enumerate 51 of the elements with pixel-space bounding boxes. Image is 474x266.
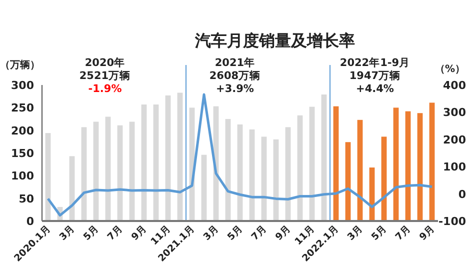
text: 2020年	[84, 56, 126, 69]
x-tick-label: 3月	[58, 223, 78, 243]
bar	[141, 104, 147, 221]
bar	[429, 102, 435, 221]
bar	[165, 95, 171, 221]
y2-tick-label: 400	[443, 79, 466, 92]
annotation: +3.9%	[216, 83, 254, 95]
x-tick-label: 7月	[106, 223, 126, 243]
bar	[177, 92, 183, 221]
bar	[129, 122, 135, 221]
text: 2608万辆	[209, 69, 261, 82]
text: 1947万辆	[349, 69, 401, 82]
x-tick-label: 5月	[226, 223, 246, 243]
y-tick-label: 200	[11, 124, 34, 138]
annotation: +4.4%	[356, 83, 394, 95]
bar	[201, 154, 207, 221]
bar	[309, 106, 315, 221]
annotation: -1.9%	[88, 83, 122, 95]
y2-tick-label: 0	[458, 188, 466, 201]
y-tick-label: 0	[26, 215, 34, 228]
y-tick-label: 250	[11, 102, 34, 115]
text: 2521万辆	[79, 69, 131, 82]
bar	[333, 106, 339, 221]
y2-axis-title: （%）	[434, 64, 466, 75]
bar	[93, 122, 99, 221]
x-tick-label: 9月	[418, 223, 438, 243]
bar	[417, 113, 423, 221]
y-tick-label: 50	[18, 192, 34, 206]
x-tick-label: 7月	[250, 223, 270, 243]
text: 2022年1-9月	[340, 56, 410, 69]
text: 2021年	[214, 56, 256, 69]
y-tick-label: 100	[11, 170, 34, 183]
bar	[321, 94, 327, 221]
bar	[153, 104, 159, 221]
x-tick-label: 7月	[394, 223, 414, 243]
x-tick-label: 5月	[370, 223, 390, 243]
y-tick-label: 150	[11, 147, 34, 160]
x-tick-label: 9月	[130, 223, 150, 243]
y2-tick-label: 300	[443, 106, 466, 120]
y-axis-title: （万辆）	[0, 59, 40, 71]
bar	[105, 116, 111, 221]
x-tick-label: 9月	[274, 223, 294, 243]
y2-tick-label: 200	[443, 133, 466, 146]
x-tick-label: 3月	[346, 223, 366, 243]
x-tick-label: 3月	[202, 223, 222, 243]
y-tick-label: 300	[11, 79, 34, 92]
x-tick-label: 5月	[82, 223, 102, 243]
y2-tick-label: -100	[438, 215, 466, 228]
chart-title: 汽车月度销量及增长率	[194, 31, 355, 50]
bar	[393, 108, 399, 221]
y2-tick-label: 100	[443, 160, 466, 174]
